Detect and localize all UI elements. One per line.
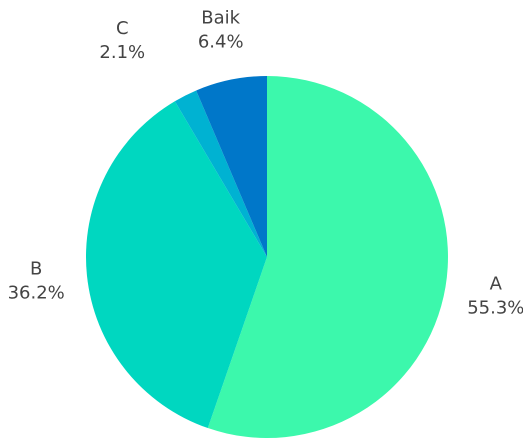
- labels-layer: A 55.3% B 36.2% C 2.1% Baik 6.4%: [8, 8, 523, 319]
- slices-layer: [85, 76, 448, 438]
- pie-slice-a: [207, 76, 448, 438]
- slice-label-c: C: [116, 18, 129, 39]
- pie-slice-b: [85, 101, 267, 429]
- slice-label-b: B: [30, 258, 42, 279]
- slice-percent-b: 36.2%: [8, 282, 65, 303]
- slice-label-a: A: [490, 274, 503, 295]
- pie-slice-c: [174, 90, 267, 257]
- slice-percent-baik: 6.4%: [198, 32, 244, 53]
- slice-percent-a: 55.3%: [467, 298, 523, 319]
- slice-percent-c: 2.1%: [99, 42, 145, 63]
- pie-slice-baik: [196, 76, 267, 257]
- slice-label-baik: Baik: [201, 8, 240, 29]
